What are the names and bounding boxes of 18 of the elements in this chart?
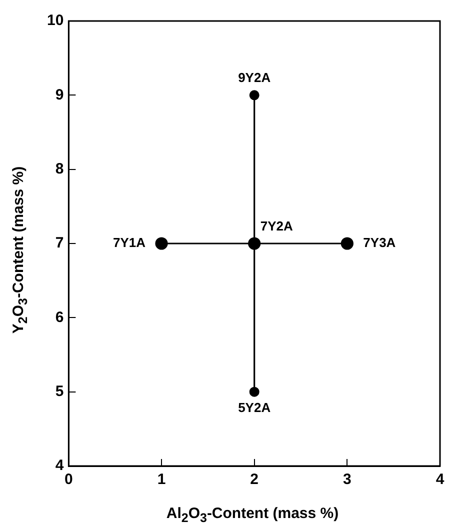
x-tick-label: 1 xyxy=(157,471,166,488)
annotation: 5Y2A xyxy=(238,400,272,415)
annotation: 7Y2A xyxy=(260,218,294,234)
y-tick-label: 4 xyxy=(55,457,64,474)
y-tick-label: 8 xyxy=(55,160,64,178)
x-tick-label: 3 xyxy=(343,471,352,488)
x-tick-label: 0 xyxy=(64,471,73,488)
x-tick-label: 2 xyxy=(250,471,259,488)
y-tick-label: 10 xyxy=(46,12,64,30)
y-tick-label: 7 xyxy=(55,234,64,252)
x-axis-title: Al$_{2}$O$_{3}$-Content (mass %) xyxy=(165,505,340,525)
annotation: 7Y1A xyxy=(112,235,146,250)
y-tick-label: 9 xyxy=(55,86,64,104)
annotation: 9Y2A xyxy=(238,70,272,86)
annotation: 7Y3A xyxy=(363,235,396,250)
x-tick-label: 4 xyxy=(436,471,445,488)
y-tick-label: 5 xyxy=(55,382,64,400)
y-tick-label: 6 xyxy=(55,308,64,326)
